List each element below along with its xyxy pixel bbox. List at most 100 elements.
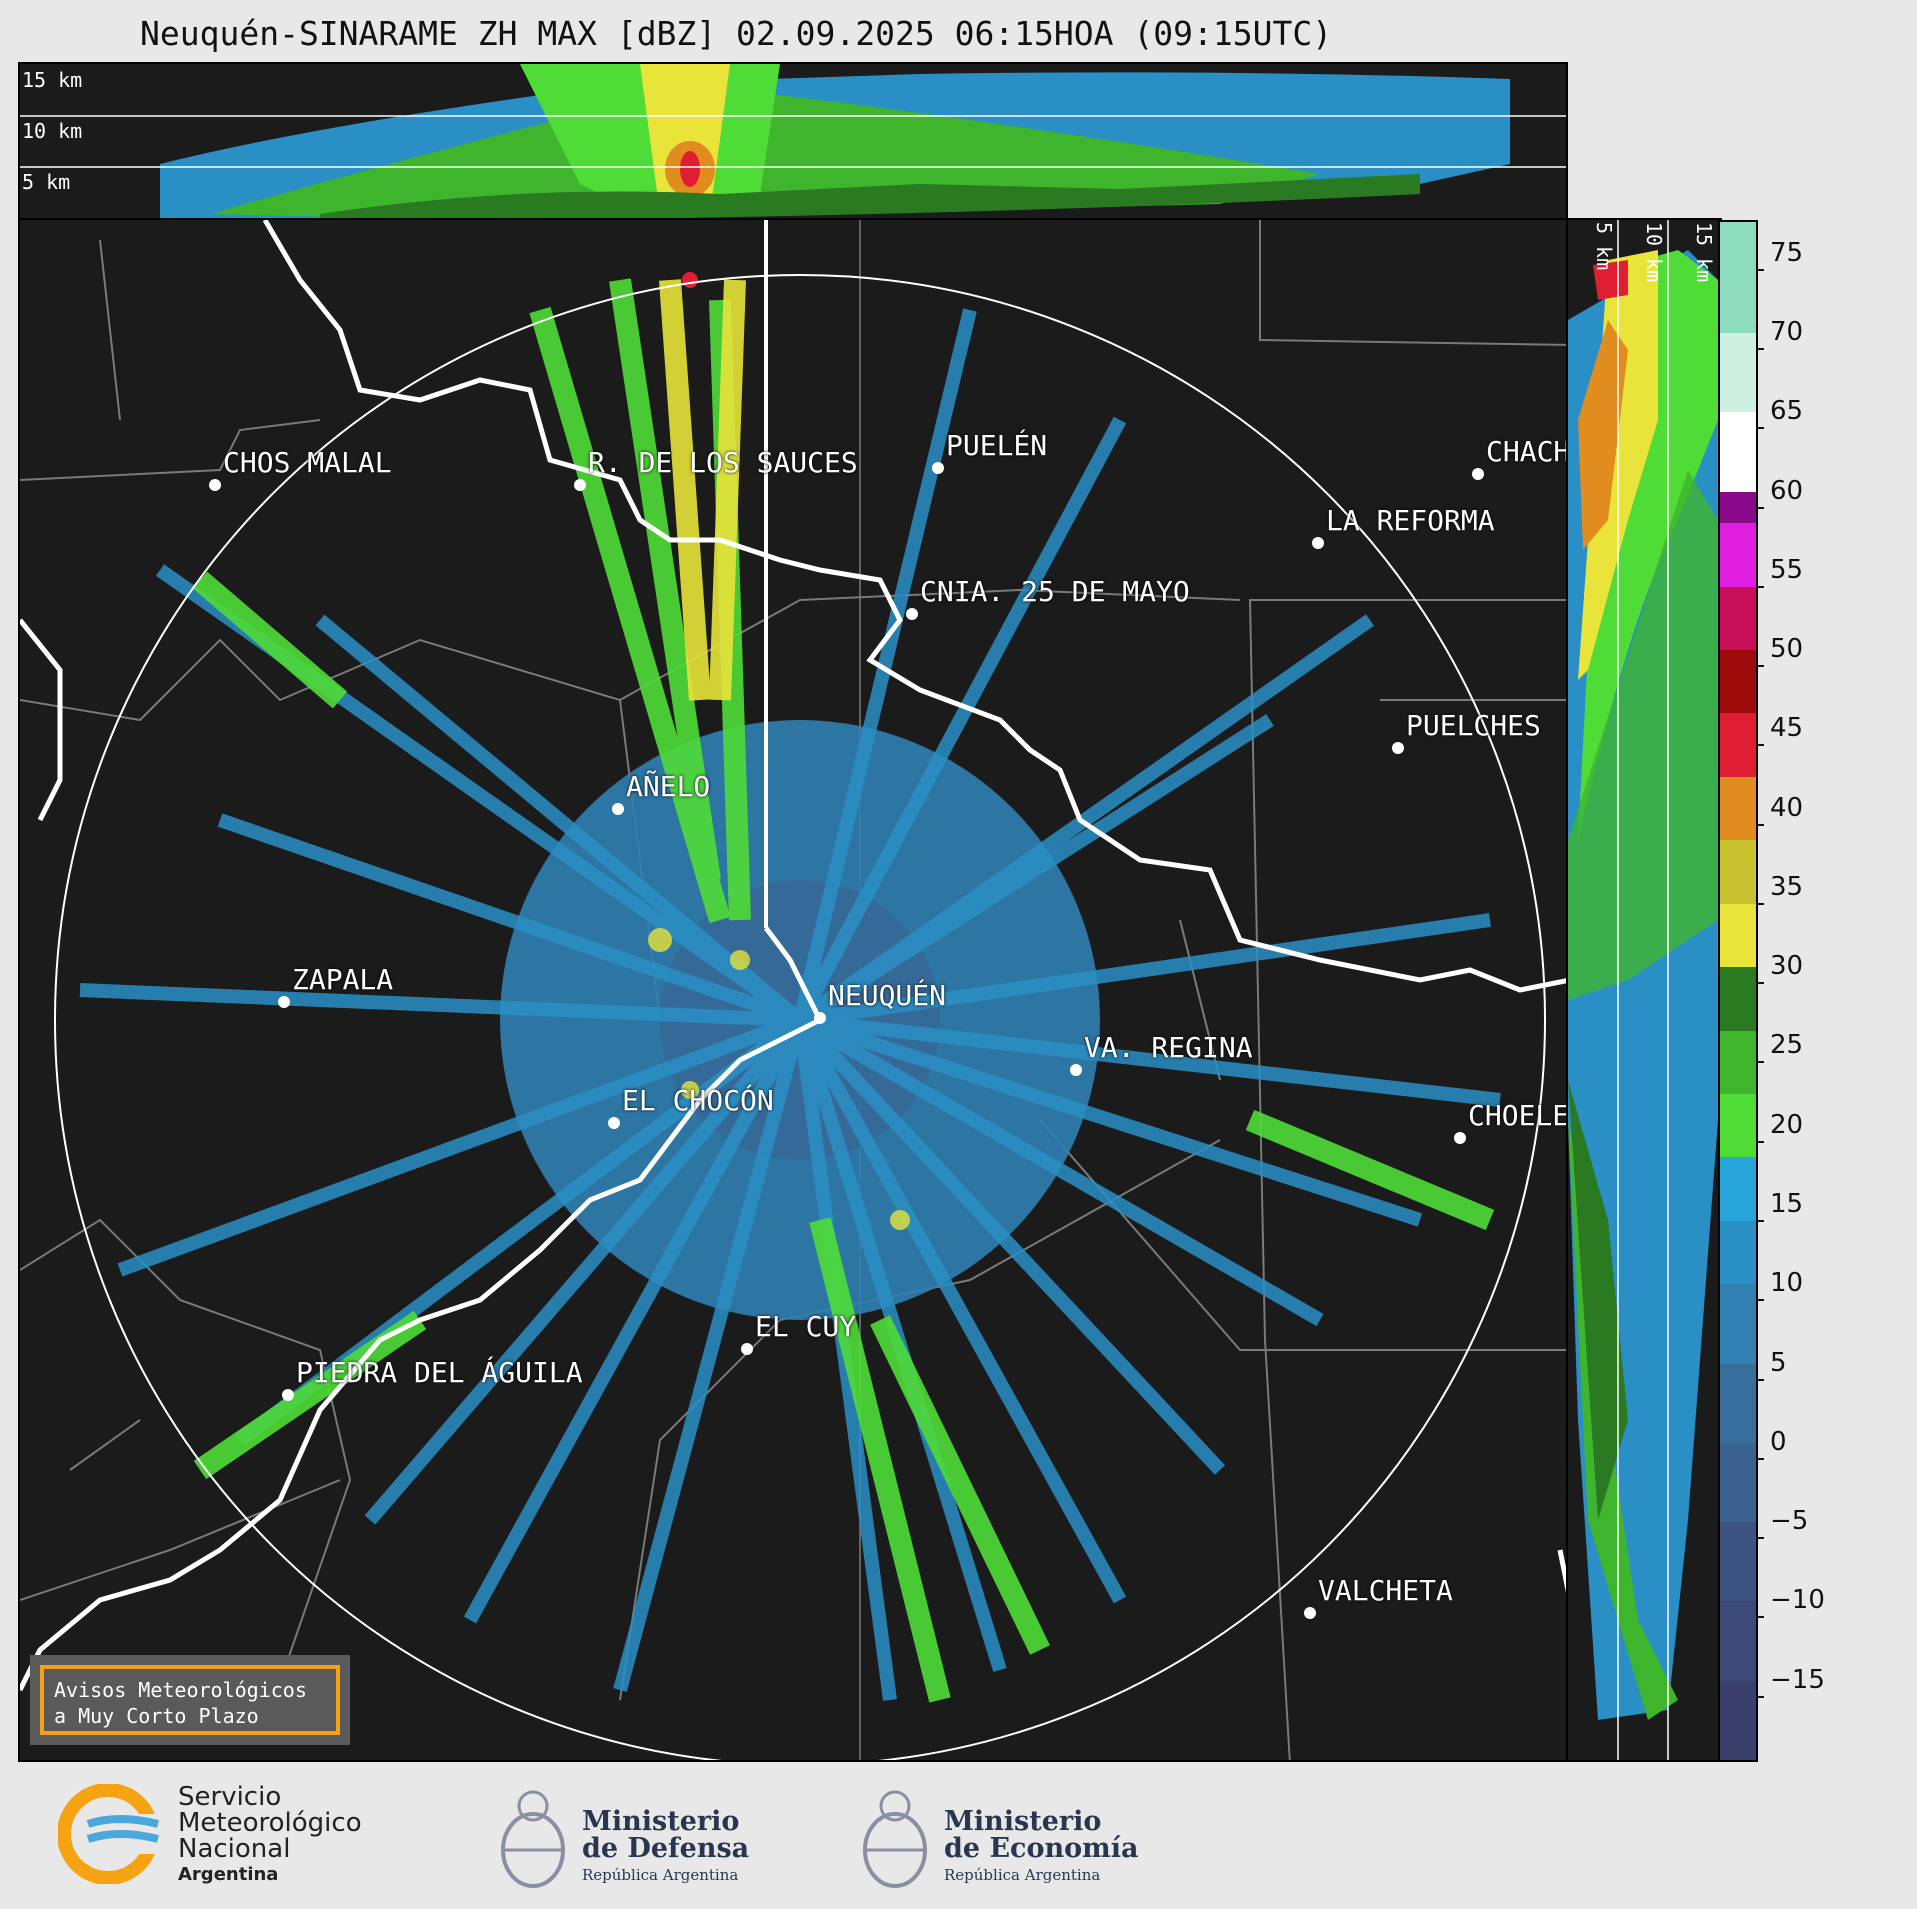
top-label-15km: 15 km: [22, 68, 83, 92]
colorbar-segment: [1720, 903, 1756, 968]
colorbar-tick: −15: [1756, 1665, 1825, 1711]
defensa-shield-icon: [501, 1790, 565, 1888]
notice-border: Avisos Meteorológicos a Muy Corto Plazo: [40, 1665, 340, 1735]
city-label-anelo: AÑELO: [626, 770, 711, 803]
side-label-15km: 15 km: [1692, 222, 1716, 283]
colorbar-tick-label: 70: [1770, 316, 1804, 347]
colorbar-tick-label: 15: [1770, 1189, 1804, 1220]
notice-box: Avisos Meteorológicos a Muy Corto Plazo: [30, 1655, 350, 1745]
colorbar-segment: [1720, 1680, 1756, 1760]
side-cross-section-panel: 5 km 10 km 15 km: [1566, 218, 1722, 1762]
colorbar-tick-label: 75: [1770, 237, 1804, 268]
colorbar-segment: [1720, 1601, 1756, 1681]
colorbar-tick: −10: [1756, 1585, 1825, 1631]
city-label-valcheta: VALCHETA: [1318, 1574, 1453, 1607]
city-label-puelen: PUELÉN: [946, 429, 1048, 462]
colorbar-segment: [1720, 776, 1756, 841]
colorbar-tick-label: 30: [1770, 951, 1804, 982]
city-label-neuquen: NEUQUÉN: [828, 979, 947, 1012]
economia-text: Ministerio de Economía República Argenti…: [944, 1808, 1138, 1884]
colorbar-tick-label: 0: [1770, 1426, 1787, 1457]
colorbar-segment: [1720, 967, 1756, 1031]
side-cross-section-image: [1568, 220, 1718, 1760]
side-label-10km: 10 km: [1642, 222, 1666, 283]
river-lines: [20, 220, 1566, 1692]
notice-line-2: a Muy Corto Plazo: [54, 1704, 259, 1728]
city-label-chos-malal: CHOS MALAL: [223, 446, 392, 479]
colorbar-segment: [1720, 1030, 1756, 1095]
colorbar-tick-label: 60: [1770, 475, 1804, 506]
colorbar-tick-label: 50: [1770, 634, 1804, 665]
colorbar-tick-label: 65: [1770, 396, 1804, 427]
defensa-coat-of-arms-icon: [496, 1776, 570, 1900]
colorbar-tick-label: 10: [1770, 1268, 1804, 1299]
colorbar-tick: 5: [1756, 1348, 1787, 1394]
colorbar-tick-label: −10: [1770, 1585, 1825, 1616]
colorbar-tick: 15: [1755, 1189, 1803, 1235]
city-label-rincon-de-los-sauces: R. DE LOS SAUCES: [588, 446, 858, 479]
colorbar-tick-label: 5: [1770, 1347, 1787, 1378]
colorbar-tick: 20: [1755, 1110, 1803, 1156]
chart-title: Neuquén-SINARAME ZH MAX [dBZ] 02.09.2025…: [140, 14, 1333, 53]
city-label-puelches: PUELCHES: [1406, 709, 1541, 742]
colorbar-tick-label: 35: [1770, 871, 1804, 902]
economia-line-2: de Economía: [944, 1833, 1139, 1864]
smn-logo: [57, 1783, 168, 1888]
colorbar-segment: [1720, 1522, 1756, 1602]
colorbar-tick-label: 25: [1770, 1030, 1804, 1061]
top-cross-section-image: [20, 64, 1566, 218]
smn-text: Servicio Meteorológico Nacional Argentin…: [178, 1784, 362, 1888]
economia-sub: República Argentina: [944, 1866, 1101, 1884]
colorbar-segment: [1720, 332, 1756, 413]
colorbar-segment: [1720, 1157, 1756, 1221]
colorbar-segment: [1720, 491, 1756, 524]
colorbar-segment: [1720, 523, 1756, 587]
city-label-choele: CHOELE: [1468, 1099, 1568, 1132]
defensa-sub: República Argentina: [582, 1866, 739, 1884]
colorbar-segment: [1720, 1094, 1756, 1158]
city-label-el-chocon: EL CHOCÓN: [622, 1084, 774, 1117]
colorbar-tick: 10: [1755, 1268, 1803, 1314]
city-label-chach: CHACH: [1486, 435, 1568, 468]
colorbar-tick: 50: [1755, 634, 1803, 680]
colorbar-tick: 45: [1755, 713, 1803, 759]
colorbar-tick: 0: [1756, 1427, 1787, 1473]
colorbar-tick: 25: [1755, 1030, 1803, 1076]
radar-map-image: [20, 220, 1566, 1760]
defensa-text: Ministerio de Defensa República Argentin…: [582, 1808, 749, 1884]
radar-echoes: [79, 272, 1501, 1703]
colorbar-tick-label: 55: [1770, 554, 1804, 585]
colorbar-tick: 55: [1755, 555, 1803, 601]
colorbar-tick: 35: [1755, 872, 1803, 918]
colorbar-segment: [1720, 713, 1756, 777]
colorbar-tick: 40: [1755, 793, 1803, 839]
top-cross-section-panel: 15 km 10 km 5 km: [18, 62, 1568, 220]
colorbar-tick: 70: [1755, 317, 1803, 363]
city-label-va-regina: VA. REGINA: [1084, 1031, 1253, 1064]
city-markers: [209, 462, 1484, 1619]
colorbar-segment: [1720, 650, 1756, 714]
smn-line-1: Servicio: [178, 1782, 282, 1812]
colorbar-tick: 60: [1755, 476, 1803, 522]
side-label-5km: 5 km: [1592, 222, 1616, 271]
colorbar-tick-label: 20: [1770, 1109, 1804, 1140]
colorbar-tick: 65: [1755, 396, 1803, 442]
colorbar-tick-label: −15: [1770, 1664, 1825, 1695]
city-label-zapala: ZAPALA: [292, 963, 394, 996]
smn-line-2: Meteorológico: [178, 1808, 362, 1838]
colorbar-segment: [1720, 840, 1756, 904]
economia-line-1: Ministerio: [944, 1806, 1102, 1837]
colorbar-tick-label: 40: [1770, 792, 1804, 823]
economia-coat-of-arms-icon: [858, 1776, 932, 1900]
defensa-line-1: Ministerio: [582, 1806, 740, 1837]
city-label-cnia-25-de-mayo: CNIA. 25 DE MAYO: [920, 575, 1190, 608]
city-label-piedra-del-aguila: PIEDRA DEL ÁGUILA: [296, 1356, 583, 1389]
colorbar: [1718, 220, 1758, 1762]
colorbar-segment: [1720, 412, 1756, 492]
smn-logo-icon: [57, 1783, 168, 1885]
colorbar-tick-label: −5: [1770, 1506, 1809, 1537]
colorbar-segment: [1720, 1284, 1756, 1364]
colorbar-segment: [1720, 222, 1756, 333]
colorbar-tick: 30: [1755, 951, 1803, 997]
colorbar-segment: [1720, 1220, 1756, 1285]
